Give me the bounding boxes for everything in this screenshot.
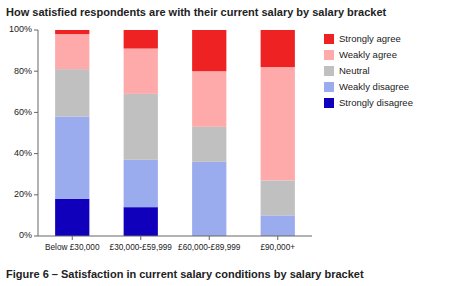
bar-segment [124, 30, 158, 49]
bar-segment [261, 215, 295, 236]
bar-segment [124, 207, 158, 236]
legend-swatch [324, 98, 334, 108]
bar-segment [55, 30, 89, 34]
x-tick [209, 236, 210, 240]
chart-svg: How satisfied respondents are with their… [0, 0, 450, 286]
bar-segment [261, 180, 295, 215]
bar-segment [55, 34, 89, 69]
y-tick [34, 71, 38, 72]
y-axis-line [38, 30, 39, 236]
y-tick-label: 60% [14, 107, 32, 117]
chart-title: How satisfied respondents are with their… [6, 6, 387, 18]
x-tick [72, 236, 73, 240]
bar-segment [55, 199, 89, 236]
bar-segment [55, 117, 89, 199]
legend-swatch [324, 66, 334, 76]
legend-swatch [324, 82, 334, 92]
legend-label: Neutral [339, 65, 370, 76]
legend-label: Weakly disagree [339, 81, 409, 92]
y-tick-label: 100% [9, 24, 32, 34]
caption: Figure 6 – Satisfaction in current salar… [6, 268, 364, 280]
bar-segment [192, 127, 226, 162]
bar-segment [192, 162, 226, 236]
x-tick-label: £30,000-£59,999 [110, 243, 173, 252]
bar-segment [55, 69, 89, 116]
y-tick-label: 40% [14, 148, 32, 158]
bars [55, 30, 295, 236]
bar-segment [192, 71, 226, 127]
bar-segment [261, 67, 295, 180]
x-axis-line [38, 236, 312, 237]
bar-segment [124, 49, 158, 94]
bar-segment [261, 30, 295, 67]
legend-label: Weakly agree [339, 49, 397, 60]
x-tick [277, 236, 278, 240]
x-tick-label: Below £30,000 [45, 243, 100, 252]
y-tick [34, 112, 38, 113]
bar-segment [192, 30, 226, 71]
y-tick [34, 236, 38, 237]
y-tick [34, 153, 38, 154]
y-tick-label: 20% [14, 189, 32, 199]
x-tick [140, 236, 141, 240]
x-tick-label: £90,000+ [260, 243, 295, 252]
legend-swatch [324, 34, 334, 44]
legend-label: Strongly disagree [339, 97, 413, 108]
y-tick [34, 194, 38, 195]
bar-segment [124, 160, 158, 207]
y-tick-label: 80% [14, 66, 32, 76]
y-tick [34, 30, 38, 31]
y-tick-label: 0% [19, 230, 32, 240]
bar-segment [124, 94, 158, 160]
axes: 0% 20% 40% 60% 80% 100% [9, 24, 38, 240]
x-tick-label: £60,000-£89,999 [178, 243, 241, 252]
legend-swatch [324, 50, 334, 60]
legend: Strongly agree Weakly agree Neutral Weakly … [324, 33, 413, 108]
chart-container: How satisfied respondents are with their… [0, 0, 450, 286]
legend-label: Strongly agree [339, 33, 401, 44]
